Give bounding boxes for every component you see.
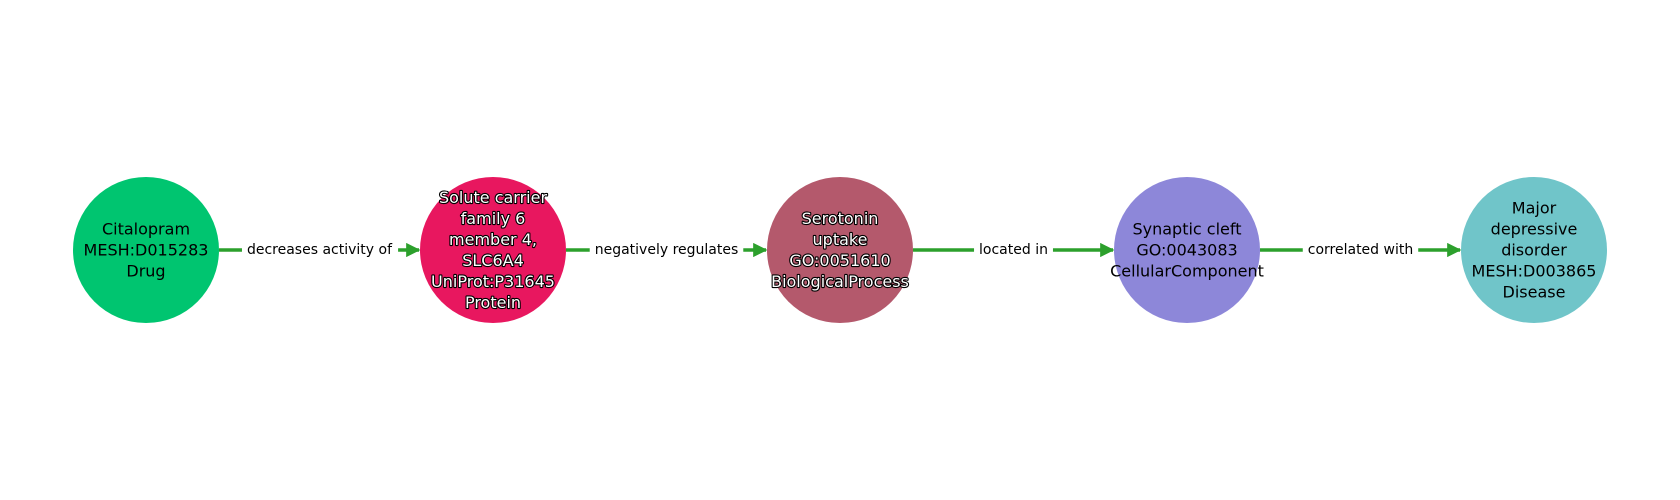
node-label-line: Disease xyxy=(1503,283,1566,302)
edge-label: decreases activity of xyxy=(247,242,393,258)
node-label-line: depressive xyxy=(1491,220,1578,239)
node-label-line: disorder xyxy=(1501,241,1567,260)
node-serotonin-uptake: Serotonin uptake GO:0051610 BiologicalProce… xyxy=(767,177,913,323)
node-label-line: Synaptic cleft xyxy=(1132,220,1241,239)
node-label-line: GO:0043083 xyxy=(1136,241,1237,260)
node-synaptic-cleft: Synaptic cleft GO:0043083 CellularComponen… xyxy=(1110,177,1264,323)
edge-label-background xyxy=(241,241,399,259)
node-label-line: Serotonin xyxy=(802,209,879,228)
edge-label-background xyxy=(974,241,1053,259)
node-label-line: uptake xyxy=(813,230,868,249)
node-label-line: Protein xyxy=(465,293,521,312)
node-label-line: Solute carrier xyxy=(439,188,548,207)
node-label-line: Major xyxy=(1512,199,1557,218)
node-circle xyxy=(420,177,566,323)
edge-label: negatively regulates xyxy=(595,242,739,258)
node-label-line: MESH:D003865 xyxy=(1472,262,1597,281)
node-circle xyxy=(73,177,219,323)
node-label-line: Citalopram xyxy=(102,220,190,239)
node-label-line: UniProt:P31645 xyxy=(431,272,555,291)
node-circle xyxy=(767,177,913,323)
edge-label-background xyxy=(1302,241,1419,259)
node-slc6a4: Solute carrier family 6 member 4, SLC6A4 Uni… xyxy=(420,177,566,323)
edge-label-group: negatively regulates xyxy=(589,241,744,259)
node-label-line: BiologicalProcess xyxy=(771,272,909,291)
edge-label-group: decreases activity of xyxy=(241,241,399,259)
node-label-line: GO:0051610 xyxy=(789,251,890,270)
node-label-line: Drug xyxy=(126,262,165,281)
edge-label-group: correlated with xyxy=(1302,241,1419,259)
edge-label-background xyxy=(589,241,744,259)
edge-label: correlated with xyxy=(1308,242,1413,258)
node-label-line: SLC6A4 xyxy=(462,251,524,270)
node-mdd: Major depressive disorder MESH:D003865 Disea… xyxy=(1461,177,1607,323)
node-circle xyxy=(1461,177,1607,323)
node-label-line: MESH:D015283 xyxy=(84,241,209,260)
node-label-line: CellularComponent xyxy=(1110,262,1264,281)
node-label-line: family 6 xyxy=(461,209,526,228)
edge-label: located in xyxy=(979,242,1048,258)
node-citalopram: Citalopram MESH:D015283 Drug xyxy=(73,177,219,323)
edge-label-group: located in xyxy=(974,241,1053,259)
node-circle xyxy=(1114,177,1260,323)
node-label-line: member 4, xyxy=(449,230,537,249)
